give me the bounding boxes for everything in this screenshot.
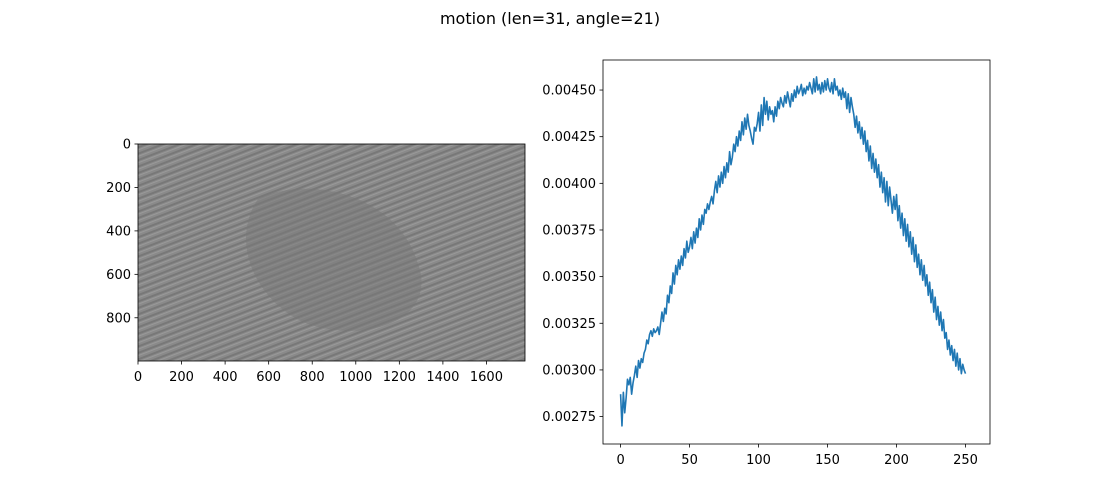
plot-y-tick-label: 0.00350	[542, 270, 596, 285]
image-content	[138, 144, 525, 361]
image-y-tick-label: 400	[106, 224, 131, 239]
image-x-tick-label: 1600	[470, 370, 503, 385]
image-frame	[137, 143, 526, 362]
plot-x-tick-label: 150	[815, 453, 840, 468]
plot-y-tick-label: 0.00450	[542, 84, 596, 99]
image-x-tick-label: 1000	[339, 370, 372, 385]
image-y-tick-label: 0	[123, 138, 131, 153]
plot-y-tick-label: 0.00375	[542, 223, 596, 238]
plot-x-tick-label: 200	[884, 453, 909, 468]
image-x-tick-label: 1200	[383, 370, 416, 385]
plot-y-tick-label: 0.00300	[542, 363, 596, 378]
plot-y-tick-label: 0.00400	[542, 177, 596, 192]
image-shape	[246, 188, 422, 331]
plot-y-tick-label: 0.00275	[542, 410, 596, 425]
plot-y-tick-label: 0.00425	[542, 130, 596, 145]
line-plot-panel: 0 50 100 150 200 250 0.00275 0.00300 0.00325 0.00…	[542, 59, 991, 468]
image-y-tick-label: 600	[106, 268, 131, 283]
image-x-tick-label: 1400	[426, 370, 459, 385]
image-panel: 0 200 400 600 800 1000 1200 1400 1600 0 200 400 600 8…	[106, 138, 526, 385]
image-y-tick-label: 800	[106, 311, 131, 326]
plot-x-tick-label: 50	[681, 453, 698, 468]
image-x-tick-label: 600	[256, 370, 281, 385]
figure-title: motion (len=31, angle=21)	[440, 9, 660, 28]
image-x-tick-label: 0	[134, 370, 142, 385]
plot-x-tick-label: 250	[953, 453, 978, 468]
image-x-tick-label: 800	[300, 370, 325, 385]
plot-x-tick-label: 0	[616, 453, 624, 468]
image-y-tick-label: 200	[106, 181, 131, 196]
plot-frame	[602, 59, 991, 445]
plot-x-tick-label: 100	[746, 453, 771, 468]
image-x-tick-label: 200	[169, 370, 194, 385]
series-line	[619, 76, 967, 427]
plot-y-tick-label: 0.00325	[542, 317, 596, 332]
image-x-tick-label: 400	[213, 370, 238, 385]
